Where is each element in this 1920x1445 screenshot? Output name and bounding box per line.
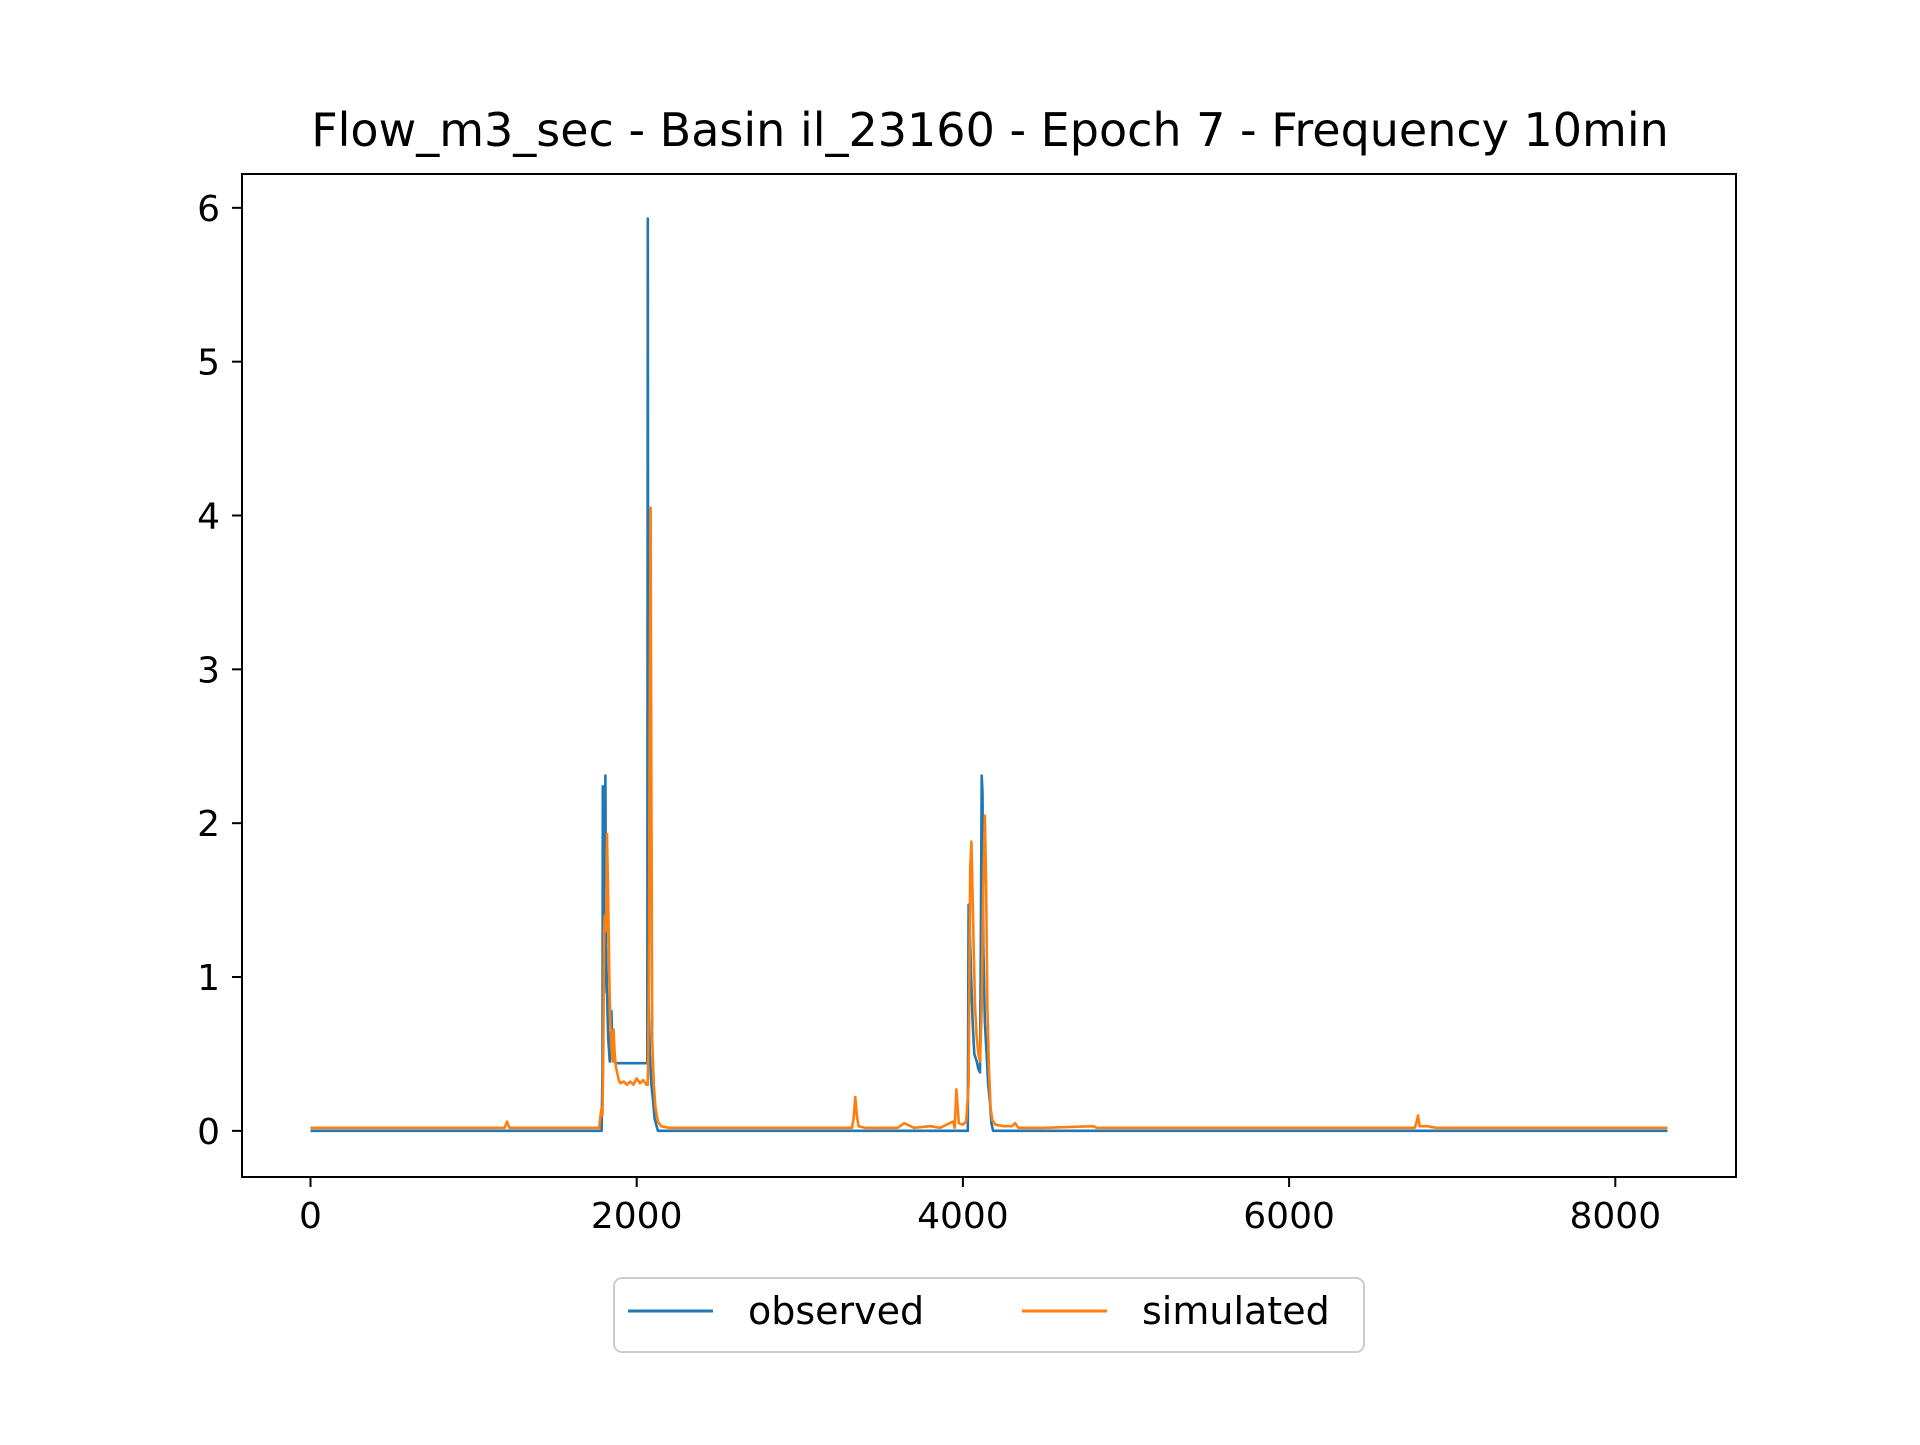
x-tick-label: 2000 [591,1196,683,1237]
y-tick-label: 3 [197,650,220,691]
x-tick-label: 8000 [1569,1196,1661,1237]
y-tick-label: 2 [197,804,220,845]
series-layer [310,217,1668,1133]
series-line-simulated [310,506,1668,1130]
x-tick-label: 0 [299,1196,322,1237]
legend-label-simulated: simulated [1142,1289,1330,1333]
legend-label-observed: observed [748,1289,924,1333]
legend: observed simulated [613,1277,1365,1353]
y-tick-label: 4 [197,497,220,538]
plot-frame [241,173,1737,1178]
x-tick-label: 6000 [1243,1196,1335,1237]
chart-title: Flow_m3_sec - Basin il_23160 - Epoch 7 -… [311,103,1669,157]
y-tick-label: 5 [197,343,220,384]
y-axis: 0 1 2 3 4 5 6 [197,189,242,1153]
x-tick-label: 4000 [917,1196,1009,1237]
legend-box [613,1277,1365,1353]
y-tick-label: 1 [197,958,220,999]
y-tick-label: 0 [197,1112,220,1153]
plot-area [242,174,1736,1177]
y-tick-label: 6 [197,189,220,230]
x-axis: 0 2000 4000 6000 8000 [299,1177,1661,1237]
